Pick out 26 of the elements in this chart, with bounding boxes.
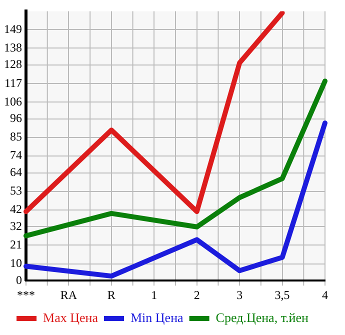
y-tick-label: 85 — [10, 130, 22, 144]
x-tick-label: 3,5 — [274, 288, 290, 302]
y-tick-label: 64 — [10, 164, 22, 179]
y-tick-label: 42 — [10, 202, 22, 216]
y-tick-label: 149 — [4, 22, 22, 36]
x-tick-label: *** — [17, 288, 35, 302]
y-tick-label: 32 — [10, 218, 22, 233]
y-tick-label: 138 — [4, 40, 22, 54]
x-tick-label: 2 — [194, 288, 200, 302]
y-tick-label: 96 — [10, 111, 22, 126]
y-tick-label: 128 — [4, 57, 22, 72]
x-tick-label: R — [107, 288, 116, 302]
y-tick-label: 10 — [10, 256, 22, 270]
legend-label: Min Цена — [130, 310, 184, 325]
x-tick-label: 1 — [151, 288, 158, 302]
y-tick-label: 74 — [10, 148, 22, 162]
y-tick-label: 106 — [4, 94, 22, 108]
legend-label: Max Цена — [43, 310, 98, 325]
x-tick-label: RA — [60, 288, 78, 302]
x-tick-label: 4 — [322, 288, 328, 302]
y-tick-label: 53 — [10, 184, 22, 198]
y-tick-label: 117 — [4, 76, 22, 90]
y-tick-label: 0 — [16, 272, 22, 287]
y-tick-label: 21 — [10, 237, 22, 252]
legend-label: Сред.Цена, т.йен — [216, 310, 309, 325]
x-tick-label: 3 — [236, 288, 243, 302]
